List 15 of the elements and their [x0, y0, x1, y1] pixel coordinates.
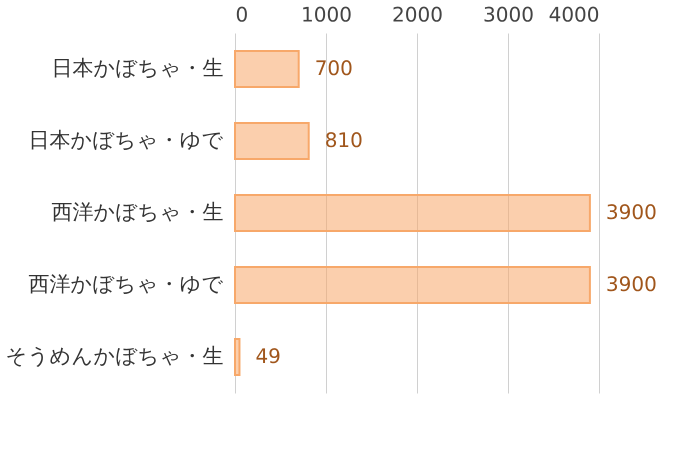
y-tick-label: 日本かぼちゃ・ゆで [28, 128, 224, 152]
data-label: 49 [255, 344, 281, 368]
y-tick-label: そうめんかぼちゃ・生 [6, 344, 224, 368]
data-label: 810 [324, 128, 363, 152]
data-label: 700 [314, 56, 353, 80]
x-tick-label: 1000 [301, 2, 352, 26]
y-tick-label: 西洋かぼちゃ・生 [52, 200, 224, 224]
x-tick-label: 3000 [483, 2, 534, 26]
x-tick-label: 0 [236, 2, 248, 26]
x-tick-label: 4000 [548, 2, 600, 26]
x-tick-label: 2000 [392, 2, 443, 26]
y-tick-label: 西洋かぼちゃ・ゆで [28, 272, 224, 296]
data-label: 3900 [606, 200, 657, 224]
data-label: 3900 [606, 272, 657, 296]
y-tick-label: 日本かぼちゃ・生 [52, 56, 224, 80]
